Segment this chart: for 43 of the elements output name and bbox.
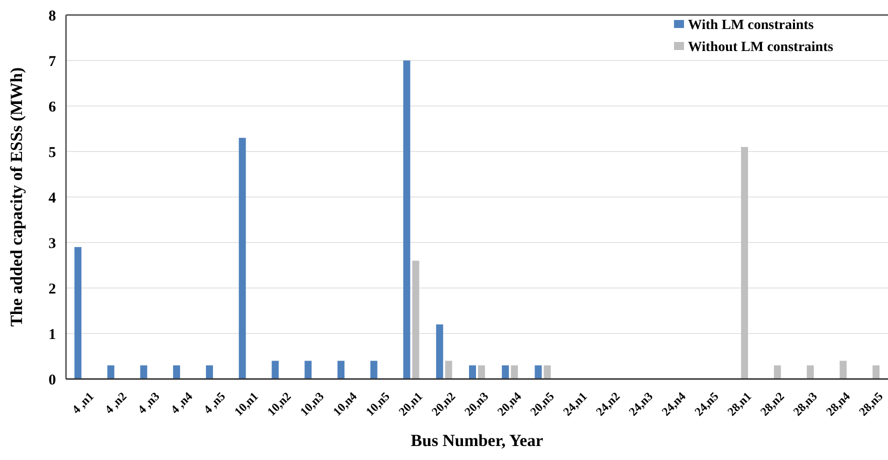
bar xyxy=(107,365,114,379)
bar xyxy=(436,324,444,379)
bar xyxy=(140,365,148,379)
y-axis-title: The added capacity of ESSs (MWh) xyxy=(7,67,26,327)
bar xyxy=(206,365,213,379)
bar xyxy=(370,360,378,379)
x-axis-title: Bus Number, Year xyxy=(410,431,544,450)
bar xyxy=(74,247,82,379)
bar xyxy=(502,365,509,379)
bar xyxy=(304,360,312,379)
x-tick-label: 4 ,n2 xyxy=(102,389,130,417)
y-tick-label: 6 xyxy=(48,99,56,116)
bar xyxy=(774,365,781,379)
bar xyxy=(445,360,452,379)
y-tick-label: 3 xyxy=(48,236,56,252)
bar xyxy=(534,365,542,379)
y-tick-label: 4 xyxy=(48,190,56,206)
x-tick-label: 4 ,n4 xyxy=(168,389,196,417)
bar xyxy=(544,365,551,379)
legend-label: With LM constraints xyxy=(688,18,814,33)
bar xyxy=(806,365,814,379)
bar xyxy=(272,360,279,379)
bar xyxy=(872,365,880,379)
bar xyxy=(173,365,180,379)
bar xyxy=(469,365,476,379)
y-tick-label: 8 xyxy=(48,8,56,24)
y-tick-label: 2 xyxy=(48,281,56,298)
x-tick-label: 4 ,n3 xyxy=(134,389,162,417)
bar xyxy=(403,60,410,379)
y-tick-label: 5 xyxy=(48,144,56,161)
x-tick-label: 4 ,n5 xyxy=(200,389,228,417)
x-tick-label: 4 ,n1 xyxy=(69,389,96,417)
y-tick-label: 1 xyxy=(48,326,56,343)
y-tick-label: 0 xyxy=(48,372,56,388)
bar xyxy=(741,146,748,379)
bar xyxy=(412,260,420,379)
bar xyxy=(238,138,246,379)
y-tick-label: 7 xyxy=(48,54,56,70)
bar xyxy=(337,360,344,379)
legend-label: Without LM constraints xyxy=(688,40,834,55)
bar xyxy=(478,365,485,379)
bar xyxy=(510,365,518,379)
bar xyxy=(840,360,847,379)
